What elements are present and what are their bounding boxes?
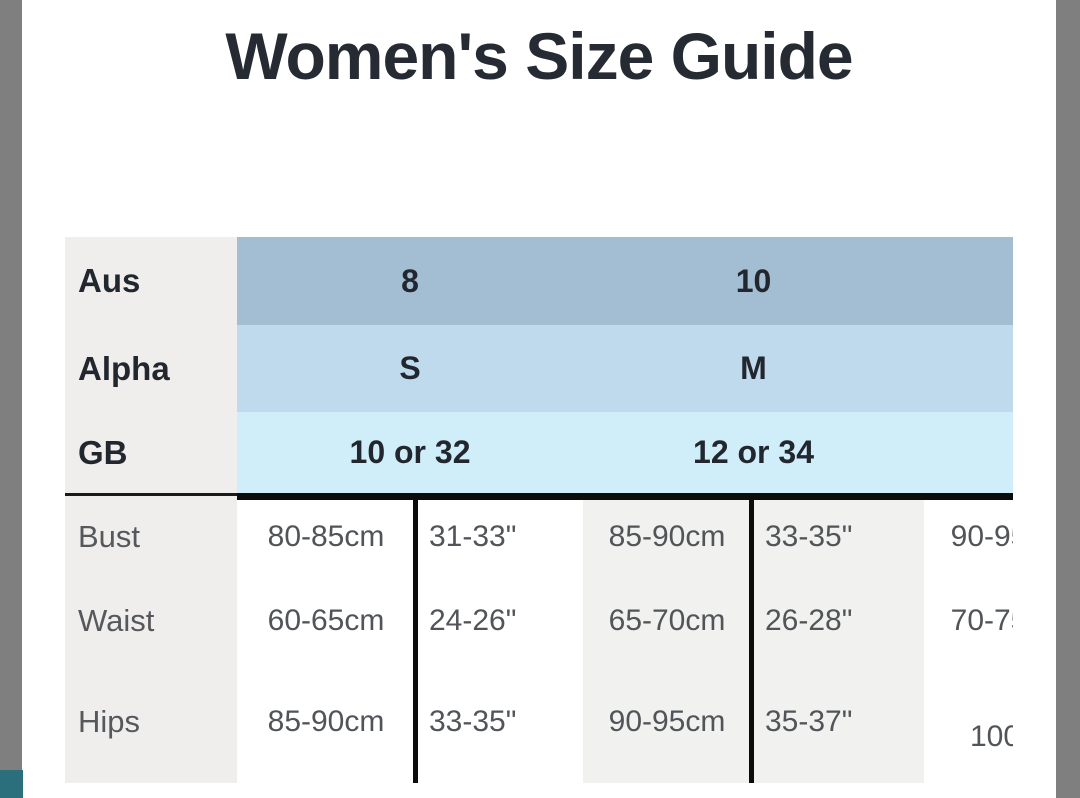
column-divider-2	[749, 493, 754, 783]
hips-inch-size2: 35-37"	[751, 660, 924, 783]
bust-inch-size2: 33-35"	[751, 493, 924, 581]
row-label-waist: Waist	[65, 581, 237, 660]
aus-size-value-1: 8	[401, 262, 419, 299]
table-row-bust: Bust 80-85cm 31-33" 85-90cm 33-35" 90-95…	[65, 493, 1013, 581]
left-border-bar	[0, 0, 22, 770]
header-row-aus: Aus 8 10	[65, 237, 1013, 325]
alpha-size-value-2: M	[740, 350, 767, 386]
aus-size-value-2: 10	[735, 262, 772, 299]
alpha-size-value-1: S	[399, 350, 421, 386]
row-label-hips: Hips	[65, 660, 237, 783]
table-row-hips: Hips 85-90cm 33-35" 90-95cm 35-37" 100-1…	[65, 660, 1013, 783]
bust-cm-size3: 90-95cm	[950, 520, 1013, 553]
bust-inch-size1: 31-33"	[429, 520, 517, 553]
header-divider-thick	[237, 493, 1013, 500]
column-divider-1	[413, 493, 418, 783]
waist-cm-size2: 65-70cm	[583, 581, 751, 660]
gb-size-value-1: 10 or 32	[349, 434, 471, 470]
table-row-waist: Waist 60-65cm 24-26" 65-70cm 26-28" 70-7…	[65, 581, 1013, 660]
waist-cm-size1: 60-65cm	[267, 603, 385, 637]
header-row-gb: GB 10 or 32 12 or 34	[65, 412, 1013, 493]
row-label-gb: GB	[65, 412, 237, 493]
hips-inch-size1: 33-35"	[429, 704, 517, 738]
hips-cm-size2: 90-95cm	[583, 660, 751, 783]
gb-size-band: 10 or 32 12 or 34	[237, 412, 1013, 493]
right-border-bar	[1056, 0, 1080, 798]
bust-cm-size2: 85-90cm	[583, 493, 751, 581]
row-label-aus: Aus	[65, 237, 237, 325]
size-guide-table: Aus 8 10 Alpha S M GB 10 or 32 12 or 34 …	[65, 237, 1013, 783]
page-title: Women's Size Guide	[225, 19, 853, 93]
aus-size-band: 8 10	[237, 237, 1013, 325]
waist-inch-size1: 24-26"	[429, 603, 517, 637]
hips-cm-size1: 85-90cm	[267, 704, 385, 738]
row-label-bust: Bust	[65, 493, 237, 581]
alpha-size-band: S M	[237, 325, 1013, 412]
gb-size-value-2: 12 or 34	[693, 434, 814, 470]
waist-inch-size2: 26-28"	[751, 581, 924, 660]
row-label-alpha: Alpha	[65, 325, 237, 412]
hips-cm-size3: 100-105cm	[970, 720, 1013, 753]
waist-cm-size3: 70-75cm	[950, 603, 1013, 637]
left-border-accent	[0, 770, 23, 798]
bust-cm-size1: 80-85cm	[267, 520, 385, 553]
header-divider-thin	[65, 493, 237, 496]
header-row-alpha: Alpha S M	[65, 325, 1013, 412]
